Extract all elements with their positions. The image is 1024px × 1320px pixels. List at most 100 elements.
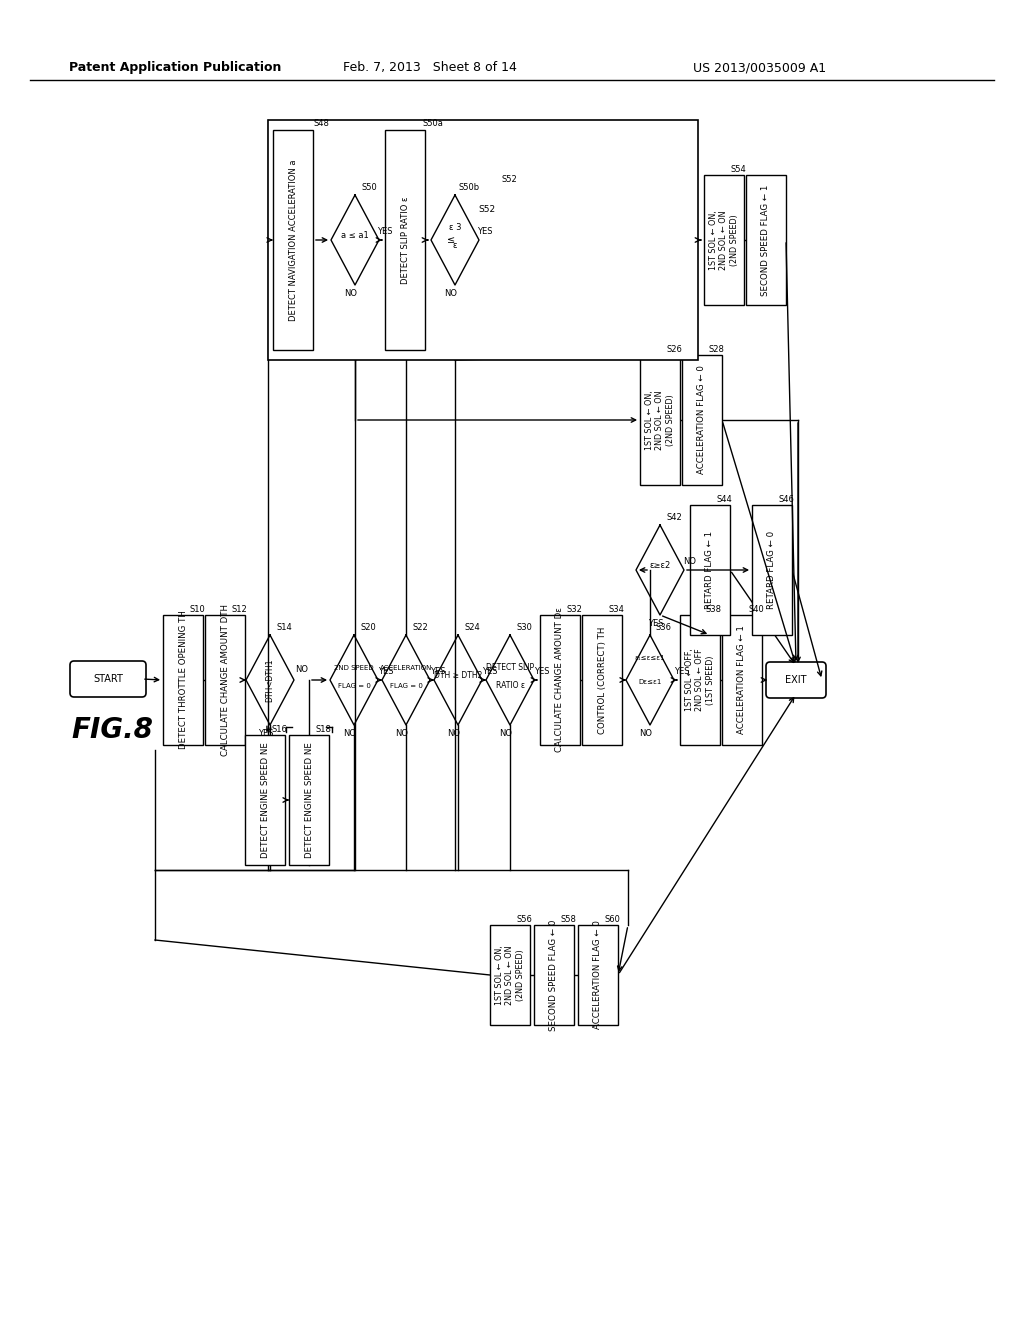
Text: S38: S38: [706, 605, 722, 614]
Text: NO: NO: [395, 729, 409, 738]
Text: NO: NO: [683, 557, 696, 566]
Text: S52: S52: [478, 206, 496, 214]
Text: START: START: [93, 675, 123, 684]
Bar: [490, 925, 530, 1026]
Text: S34: S34: [608, 605, 624, 614]
Text: YES: YES: [477, 227, 493, 236]
Text: S42: S42: [667, 512, 682, 521]
Text: Patent Application Publication: Patent Application Publication: [69, 62, 282, 74]
Bar: [245, 735, 285, 865]
Text: Dε≤ε1: Dε≤ε1: [638, 678, 662, 685]
Bar: [682, 355, 722, 484]
Bar: [746, 176, 786, 305]
Text: S52: S52: [501, 174, 517, 183]
Text: YES: YES: [535, 668, 550, 676]
Text: a ≤ a1: a ≤ a1: [341, 231, 369, 240]
Text: YES: YES: [674, 668, 690, 676]
Text: Feb. 7, 2013   Sheet 8 of 14: Feb. 7, 2013 Sheet 8 of 14: [343, 62, 517, 74]
Text: S56: S56: [516, 915, 531, 924]
Polygon shape: [246, 635, 294, 725]
Text: S44: S44: [716, 495, 732, 503]
Bar: [680, 615, 720, 744]
Text: S16: S16: [271, 725, 287, 734]
Polygon shape: [431, 195, 479, 285]
Text: DETECT THROTTLE OPENING TH: DETECT THROTTLE OPENING TH: [178, 611, 187, 750]
Bar: [690, 506, 730, 635]
Text: ACCELERATION: ACCELERATION: [380, 665, 432, 671]
Text: ε₁≤ε≤ε1: ε₁≤ε≤ε1: [635, 655, 666, 661]
Polygon shape: [330, 635, 378, 725]
Text: S24: S24: [464, 623, 480, 631]
Text: S50a: S50a: [423, 120, 443, 128]
Text: EXIT: EXIT: [785, 675, 807, 685]
Bar: [582, 615, 622, 744]
Text: 1ST SOL ← ON,
2ND SOL ← ON
(2ND SPEED): 1ST SOL ← ON, 2ND SOL ← ON (2ND SPEED): [709, 210, 739, 269]
Text: YES: YES: [648, 619, 664, 627]
Text: ε≥ε2: ε≥ε2: [649, 561, 671, 570]
Text: YES: YES: [430, 668, 445, 676]
Text: S28: S28: [708, 345, 724, 354]
Text: NO: NO: [344, 289, 357, 297]
Bar: [534, 925, 574, 1026]
Text: NO: NO: [500, 729, 512, 738]
Text: RETARD FLAG ← 0: RETARD FLAG ← 0: [768, 531, 776, 609]
Text: CONTROL (CORRECT) TH: CONTROL (CORRECT) TH: [597, 626, 606, 734]
FancyBboxPatch shape: [766, 663, 826, 698]
Text: S20: S20: [360, 623, 376, 631]
Text: 2ND SPEED: 2ND SPEED: [334, 665, 374, 671]
Text: S40: S40: [749, 605, 764, 614]
Text: 1ST SOL ← ON,
2ND SOL ← ON
(2ND SPEED): 1ST SOL ← ON, 2ND SOL ← ON (2ND SPEED): [495, 945, 525, 1005]
Polygon shape: [434, 635, 482, 725]
Text: NO: NO: [640, 729, 652, 738]
Polygon shape: [626, 635, 674, 725]
Text: 1ST SOL ← OFF,
2ND SOL ← OFF
(1ST SPEED): 1ST SOL ← OFF, 2ND SOL ← OFF (1ST SPEED): [685, 648, 715, 711]
Bar: [385, 129, 425, 350]
Text: FLAG = 0: FLAG = 0: [389, 682, 423, 689]
Text: S10: S10: [189, 605, 205, 614]
Text: S58: S58: [560, 915, 575, 924]
Text: FIG.8: FIG.8: [71, 715, 153, 744]
Text: DETECT NAVIGATION ACCELERATION a: DETECT NAVIGATION ACCELERATION a: [289, 160, 298, 321]
Bar: [289, 735, 329, 865]
Text: S46: S46: [778, 495, 794, 503]
Bar: [705, 176, 744, 305]
Text: YES: YES: [258, 729, 273, 738]
Text: S14: S14: [276, 623, 292, 631]
Text: S12: S12: [231, 605, 247, 614]
Bar: [578, 925, 618, 1026]
Bar: [205, 615, 245, 744]
Text: CALCULATE CHANGE AMOUNT Dε: CALCULATE CHANGE AMOUNT Dε: [555, 607, 564, 752]
Bar: [722, 615, 762, 744]
Text: DTH<DTH1: DTH<DTH1: [265, 659, 274, 702]
Bar: [273, 129, 313, 350]
Text: CALCULATE CHANGE AMOUNT DTH: CALCULATE CHANGE AMOUNT DTH: [220, 605, 229, 756]
Text: YES: YES: [482, 668, 498, 676]
Text: ε 3: ε 3: [449, 223, 461, 232]
Polygon shape: [486, 635, 534, 725]
Text: RATIO ε: RATIO ε: [496, 681, 524, 690]
Text: S32: S32: [566, 605, 582, 614]
Text: DETECT ENGINE SPEED NE: DETECT ENGINE SPEED NE: [260, 742, 269, 858]
Text: ACCELERATION FLAG ← 0: ACCELERATION FLAG ← 0: [594, 920, 602, 1030]
Bar: [163, 615, 203, 744]
Text: NO: NO: [343, 729, 356, 738]
Text: RETARD FLAG ← 1: RETARD FLAG ← 1: [706, 531, 715, 609]
Text: S60: S60: [604, 915, 620, 924]
Text: S36: S36: [656, 623, 672, 631]
Text: S50b: S50b: [459, 182, 479, 191]
Text: DETECT SLIP RATIO ε: DETECT SLIP RATIO ε: [400, 197, 410, 284]
Text: 1ST SOL ← ON,
2ND SOL ← ON
(2ND SPEED): 1ST SOL ← ON, 2ND SOL ← ON (2ND SPEED): [645, 391, 675, 450]
Text: S48: S48: [313, 120, 329, 128]
Polygon shape: [636, 525, 684, 615]
Text: S54: S54: [730, 165, 745, 173]
Polygon shape: [382, 635, 430, 725]
Text: FLAG = 0: FLAG = 0: [338, 682, 371, 689]
Text: ACCELERATION FLAG ← 0: ACCELERATION FLAG ← 0: [697, 366, 707, 474]
Text: NO: NO: [447, 729, 461, 738]
Text: YES: YES: [378, 668, 394, 676]
Text: S50: S50: [361, 182, 377, 191]
Text: SECOND SPEED FLAG ← 0: SECOND SPEED FLAG ← 0: [550, 919, 558, 1031]
Text: S22: S22: [412, 623, 428, 631]
FancyBboxPatch shape: [70, 661, 146, 697]
Text: S18: S18: [315, 725, 331, 734]
